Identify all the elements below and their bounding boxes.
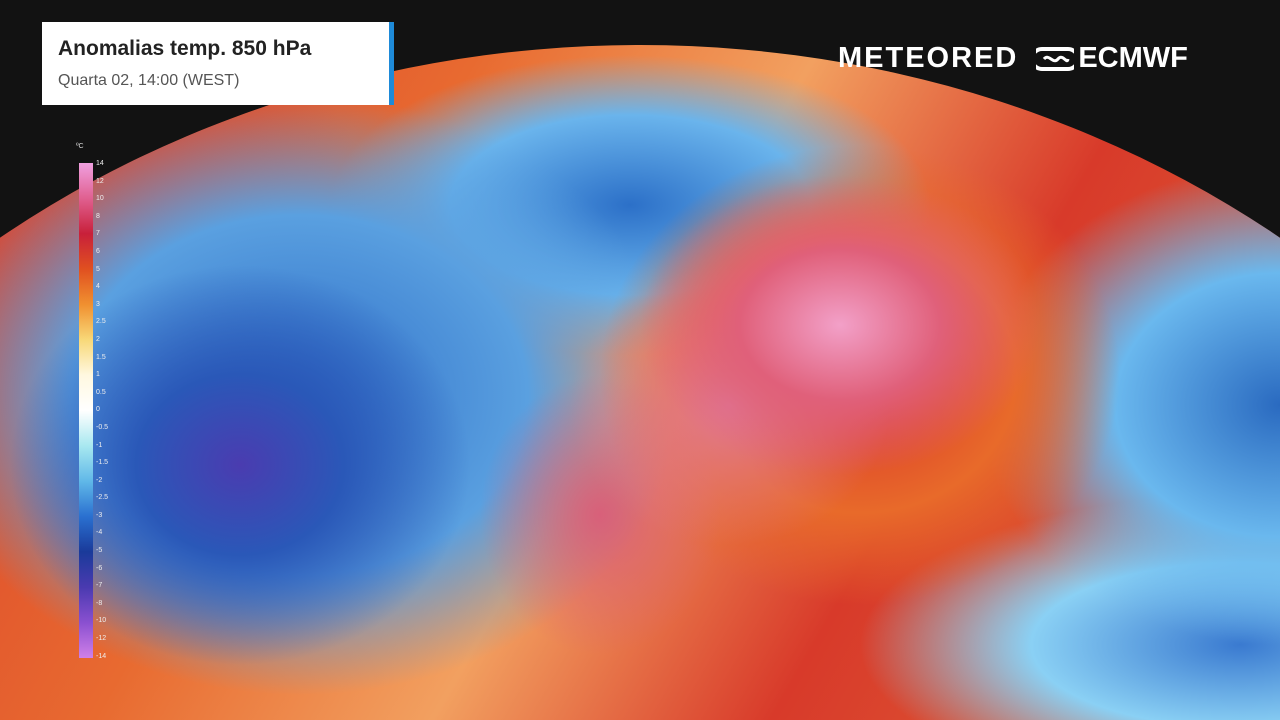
legend-tick: 3 xyxy=(96,300,100,308)
legend-tick: -8 xyxy=(96,599,103,607)
legend-tick: -6 xyxy=(96,564,103,572)
map-title: Anomalias temp. 850 hPa xyxy=(58,37,312,60)
legend-tick: 8 xyxy=(96,212,100,220)
legend-tick: 12 xyxy=(96,177,104,185)
legend-tick: 10 xyxy=(96,195,104,203)
legend-tick: -12 xyxy=(96,635,107,643)
legend-ticks: 14 12 10 8 7 6 5 4 3 2.5 2 1.5 1 0.5 0 -0.5 -1 -1.5 -2 -2.5… xyxy=(96,160,108,660)
meteored-logo: METEORED xyxy=(838,42,1019,74)
legend-tick: -1 xyxy=(96,441,103,449)
map-subtitle: Quarta 02, 14:00 (WEST) xyxy=(58,72,240,89)
legend-tick: -2 xyxy=(96,476,103,484)
legend-tick: -7 xyxy=(96,582,103,590)
logos: METEORED ECMWF xyxy=(838,42,1188,75)
legend-tick: 0 xyxy=(96,406,100,414)
legend-tick: 4 xyxy=(96,283,100,291)
legend-tick: 1.5 xyxy=(96,353,106,361)
legend-tick: -10 xyxy=(96,617,107,625)
legend-tick: 5 xyxy=(96,265,100,273)
legend-tick: 6 xyxy=(96,247,100,255)
legend-tick: 2 xyxy=(96,335,100,343)
legend-tick: -4 xyxy=(96,529,103,537)
legend-tick: -0.5 xyxy=(96,423,109,431)
legend-tick: -1.5 xyxy=(96,459,109,467)
legend-tick: 7 xyxy=(96,230,100,238)
legend-color-bar xyxy=(79,163,93,658)
legend-tick: 14 xyxy=(96,160,104,167)
legend-unit: ºC xyxy=(76,143,84,150)
legend-tick: -5 xyxy=(96,547,103,555)
legend-tick: 1 xyxy=(96,371,100,379)
color-legend: ºC 14 12 10 8 7 6 5 4 3 2.5 2 1.5 1 0.5 0 -0.5 -1 -1.5 -2 -… xyxy=(76,143,126,663)
legend-tick: 2.5 xyxy=(96,318,106,326)
title-panel: Anomalias temp. 850 hPa Quarta 02, 14:00… xyxy=(42,22,394,105)
legend-tick: -2.5 xyxy=(96,494,109,502)
ecmwf-icon xyxy=(1036,46,1075,71)
legend-tick: -14 xyxy=(96,652,107,660)
legend-tick: -3 xyxy=(96,511,103,519)
legend-tick: 0.5 xyxy=(96,388,106,396)
ecmwf-text: ECMWF xyxy=(1078,42,1188,74)
ecmwf-logo: ECMWF xyxy=(1036,42,1188,75)
